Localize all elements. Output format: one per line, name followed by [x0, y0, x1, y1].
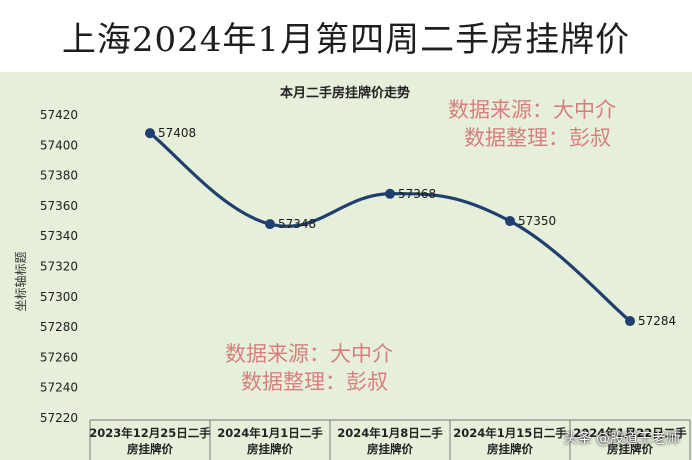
watermark-editor-line: 数据整理：彭叔: [464, 126, 611, 150]
data-label: 57350: [518, 214, 556, 228]
data-point: [625, 316, 635, 327]
watermark-editor-line: 数据整理：彭叔: [241, 370, 388, 394]
y-tick-label: 57400: [40, 138, 78, 152]
title-band: 上海2024年1月第四周二手房挂牌价: [0, 0, 692, 72]
data-labels: 57408 57348 57368 57350 57284: [158, 126, 676, 328]
watermark-source-bottom: 数据来源：大中介 数据整理：彭叔: [225, 340, 393, 396]
data-point: [145, 128, 155, 139]
y-tick-label: 57260: [40, 350, 78, 364]
y-axis-ticks: 57220 57240 57260 57280 57300 57320 57340 57360…: [40, 108, 78, 425]
y-tick-label: 57420: [40, 108, 78, 122]
y-tick-label: 57240: [40, 381, 78, 395]
data-points: [145, 128, 635, 327]
y-tick-label: 57320: [40, 260, 78, 274]
watermark-source-line: 数据来源：大中介: [448, 98, 616, 122]
y-tick-label: 57280: [40, 320, 78, 334]
data-point: [505, 216, 515, 227]
source-tag: 头条 @股道王老师: [563, 431, 680, 447]
data-point: [265, 219, 275, 230]
y-tick-label: 57380: [40, 169, 78, 183]
y-axis-label: 坐标轴标题: [13, 251, 28, 311]
watermark-source-top: 数据来源：大中介 数据整理：彭叔: [448, 96, 616, 152]
data-point: [385, 188, 395, 199]
x-tick-label: 2024年1月15日二手房挂牌价: [453, 426, 567, 456]
data-label: 57348: [278, 217, 316, 231]
x-tick-label: 2023年12月25日二手房挂牌价: [89, 426, 211, 456]
y-tick-label: 57300: [40, 290, 78, 304]
watermark-source-line: 数据来源：大中介: [225, 342, 393, 366]
data-label: 57284: [638, 314, 676, 328]
series-line: [148, 131, 632, 323]
x-tick-label: 2024年1月1日二手房挂牌价: [217, 426, 323, 456]
data-label: 57408: [158, 126, 196, 140]
y-tick-label: 57220: [40, 411, 78, 425]
data-label: 57368: [398, 187, 436, 201]
y-tick-label: 57360: [40, 199, 78, 213]
x-tick-label: 2024年1月8日二手房挂牌价: [337, 426, 443, 456]
y-tick-label: 57340: [40, 229, 78, 243]
chart-title: 本月二手房挂牌价走势: [280, 85, 410, 101]
x-tick-label: 2024年1月22日二手房挂牌价: [573, 426, 687, 456]
page-title: 上海2024年1月第四周二手房挂牌价: [61, 19, 631, 60]
chart-panel: [0, 72, 692, 460]
